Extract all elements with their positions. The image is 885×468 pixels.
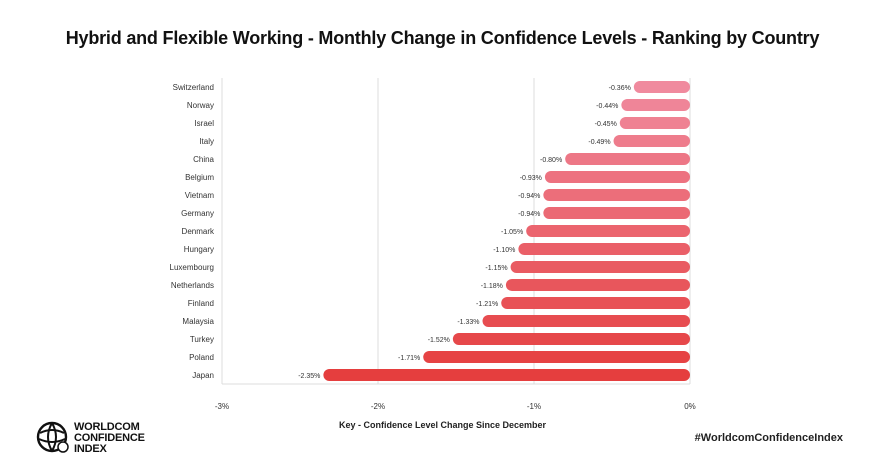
category-label: Germany bbox=[181, 209, 214, 218]
x-tick-label: -3% bbox=[215, 402, 229, 411]
category-label: Italy bbox=[199, 137, 214, 146]
bar bbox=[621, 99, 690, 111]
hashtag: #WorldcomConfidenceIndex bbox=[694, 432, 843, 444]
category-label: Vietnam bbox=[185, 191, 215, 200]
category-label: Norway bbox=[187, 101, 214, 110]
data-label: -2.35% bbox=[298, 373, 320, 380]
data-label: -0.44% bbox=[596, 103, 618, 110]
category-label: Finland bbox=[188, 299, 214, 308]
category-label: Turkey bbox=[190, 335, 214, 344]
bar bbox=[518, 243, 690, 255]
bar bbox=[452, 333, 690, 345]
data-label: -1.21% bbox=[476, 301, 498, 308]
data-label: -0.94% bbox=[518, 193, 540, 200]
data-label: -1.52% bbox=[428, 337, 450, 344]
data-label: -0.45% bbox=[595, 121, 617, 128]
data-label: -1.10% bbox=[493, 247, 515, 254]
category-label: Netherlands bbox=[171, 281, 214, 290]
chart-title: Hybrid and Flexible Working - Monthly Ch… bbox=[65, 28, 820, 48]
data-label: -0.93% bbox=[520, 175, 542, 182]
category-label: Denmark bbox=[182, 227, 215, 236]
bar bbox=[323, 369, 690, 381]
data-label: -1.33% bbox=[457, 319, 479, 326]
bar bbox=[544, 171, 690, 183]
category-label: Belgium bbox=[185, 173, 214, 182]
bar bbox=[423, 351, 690, 363]
bar bbox=[501, 297, 690, 309]
logo-line-2: CONFIDENCE bbox=[74, 432, 145, 444]
x-tick-label: 0% bbox=[684, 402, 696, 411]
x-axis-label: Key - Confidence Level Change Since Dece… bbox=[338, 420, 547, 430]
data-label: -1.05% bbox=[501, 229, 523, 236]
bar bbox=[482, 315, 690, 327]
data-label: -0.80% bbox=[540, 157, 562, 164]
category-label: Switzerland bbox=[173, 83, 214, 92]
category-label: Malaysia bbox=[182, 317, 214, 326]
bar bbox=[505, 279, 690, 291]
bar bbox=[619, 117, 690, 129]
data-label: -1.71% bbox=[398, 355, 420, 362]
data-label: -0.36% bbox=[609, 85, 631, 92]
data-label: -0.49% bbox=[588, 139, 610, 146]
bar bbox=[510, 261, 690, 273]
logo-line-1: WORLDCOM bbox=[74, 421, 140, 433]
bar bbox=[543, 189, 690, 201]
bar bbox=[613, 135, 690, 147]
category-label: Hungary bbox=[184, 245, 214, 254]
category-label: Luxembourg bbox=[170, 263, 214, 272]
category-label: Japan bbox=[192, 371, 214, 380]
bar bbox=[543, 207, 690, 219]
category-label: Israel bbox=[194, 119, 214, 128]
x-tick-label: -1% bbox=[527, 402, 541, 411]
data-label: -1.18% bbox=[481, 283, 503, 290]
logo-line-3: INDEX bbox=[74, 443, 107, 455]
category-label: China bbox=[193, 155, 214, 164]
data-label: -0.94% bbox=[518, 211, 540, 218]
bar bbox=[565, 153, 690, 165]
bar bbox=[633, 81, 690, 93]
worldcom-logo: WORLDCOM CONFIDENCE INDEX bbox=[36, 420, 156, 456]
category-label: Poland bbox=[189, 353, 214, 362]
data-label: -1.15% bbox=[485, 265, 507, 272]
globe-icon bbox=[36, 421, 69, 453]
bar bbox=[526, 225, 690, 237]
x-tick-label: -2% bbox=[371, 402, 385, 411]
